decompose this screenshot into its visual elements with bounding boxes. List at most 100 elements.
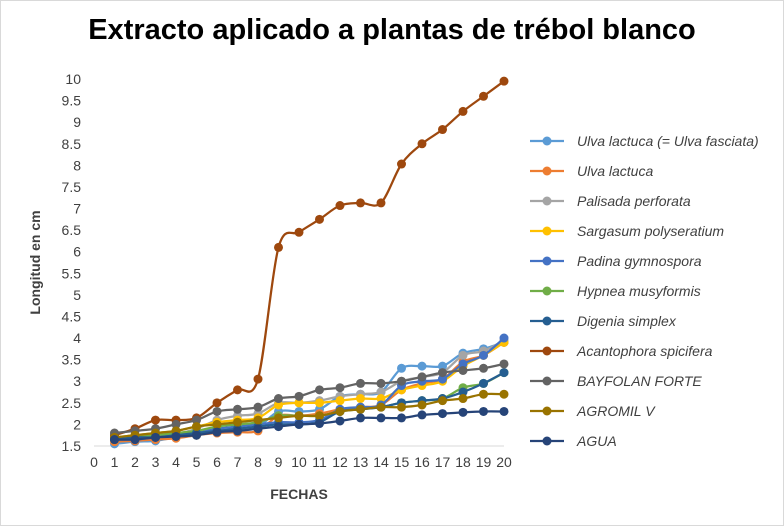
legend-label: BAYFOLAN FORTE xyxy=(577,373,702,389)
data-point xyxy=(376,387,386,397)
data-point xyxy=(294,398,304,408)
legend-label: Ulva lactuca xyxy=(577,163,653,179)
data-point xyxy=(397,363,406,373)
legend-marker xyxy=(542,166,552,176)
x-axis-title: FECHAS xyxy=(270,486,328,502)
data-point xyxy=(151,432,160,442)
data-point xyxy=(458,387,468,397)
data-point xyxy=(274,394,283,404)
data-point xyxy=(212,427,222,437)
data-point xyxy=(458,106,468,116)
data-point xyxy=(417,410,427,420)
x-tick-label: 13 xyxy=(353,454,369,470)
x-tick-label: 8 xyxy=(254,454,262,470)
y-tick-label: 1.5 xyxy=(62,438,82,454)
x-tick-label: 3 xyxy=(152,454,160,470)
data-point xyxy=(212,406,222,416)
data-point xyxy=(376,198,386,208)
legend: Ulva lactuca (= Ulva fasciata) Ulva lactu… xyxy=(530,133,759,449)
y-tick-label: 2 xyxy=(73,416,81,432)
y-tick-label: 6 xyxy=(73,244,81,260)
data-point xyxy=(335,201,345,211)
x-tick-label: 10 xyxy=(291,454,307,470)
data-point xyxy=(376,378,386,388)
y-axis-title: Longitud en cm xyxy=(27,210,43,314)
x-tick-label: 12 xyxy=(332,454,348,470)
data-point xyxy=(479,378,488,388)
legend-item: AGUA xyxy=(530,433,617,449)
x-tick-label: 4 xyxy=(172,454,180,470)
legend-label: Digenia simplex xyxy=(577,313,677,329)
data-point xyxy=(356,198,365,208)
legend-marker xyxy=(542,406,552,416)
x-tick-label: 14 xyxy=(373,454,389,470)
data-point xyxy=(499,333,509,343)
data-point xyxy=(335,416,345,426)
legend-item: Ulva lactuca xyxy=(530,163,653,179)
x-tick-label: 20 xyxy=(496,454,512,470)
y-tick-label: 7 xyxy=(73,201,81,217)
data-point xyxy=(479,363,488,373)
legend-marker xyxy=(542,346,552,356)
y-axis-ticks: 1.5 2 2.5 3 3.5 4 4.5 5 5.5 6 6.5 7 7.5 8 8.5 9 9.5 10 xyxy=(62,71,82,454)
data-point xyxy=(458,359,468,369)
data-point xyxy=(151,415,160,425)
data-point xyxy=(253,415,263,425)
x-tick-label: 1 xyxy=(111,454,119,470)
legend-label: Palisada perforata xyxy=(577,193,691,209)
legend-marker xyxy=(542,286,552,296)
series-layer xyxy=(110,76,509,449)
data-point xyxy=(212,398,222,408)
x-tick-label: 5 xyxy=(193,454,201,470)
data-point xyxy=(438,374,447,384)
y-tick-label: 3 xyxy=(73,373,81,389)
x-tick-label: 15 xyxy=(394,454,410,470)
data-point xyxy=(356,413,365,423)
y-tick-label: 5 xyxy=(73,287,81,303)
data-point xyxy=(499,359,509,369)
data-point xyxy=(397,402,406,412)
legend-label: AGROMIL V xyxy=(576,403,656,419)
legend-item: Acantophora spicifera xyxy=(530,343,713,359)
legend-marker xyxy=(542,376,552,386)
y-tick-label: 9 xyxy=(73,114,81,130)
y-tick-label: 9.5 xyxy=(62,93,82,109)
legend-label: Acantophora spicifera xyxy=(576,343,713,359)
x-tick-label: 7 xyxy=(234,454,242,470)
legend-item: Sargasum polyseratium xyxy=(530,223,724,239)
legend-item: Palisada perforata xyxy=(530,193,691,209)
data-point xyxy=(376,402,386,412)
data-point xyxy=(417,361,427,371)
data-point xyxy=(397,413,406,423)
data-point xyxy=(233,385,242,395)
data-point xyxy=(499,76,509,86)
legend-label: Sargasum polyseratium xyxy=(577,223,724,239)
data-point xyxy=(315,419,324,429)
legend-marker xyxy=(542,226,552,236)
x-tick-label: 2 xyxy=(131,454,139,470)
legend-label: AGUA xyxy=(576,433,617,449)
legend-label: Ulva lactuca (= Ulva fasciata) xyxy=(577,133,759,149)
chart-title: Extracto aplicado a plantas de trébol bl… xyxy=(88,14,696,46)
legend-item: Digenia simplex xyxy=(530,313,677,329)
data-point xyxy=(315,385,324,395)
x-tick-label: 0 xyxy=(90,454,98,470)
legend-marker xyxy=(542,136,552,146)
legend-marker xyxy=(542,436,552,446)
legend-label: Hypnea musyformis xyxy=(577,283,701,299)
data-point xyxy=(397,159,406,169)
data-point xyxy=(294,411,304,421)
x-tick-label: 17 xyxy=(435,454,451,470)
legend-item: BAYFOLAN FORTE xyxy=(530,373,702,389)
legend-item: Ulva lactuca (= Ulva fasciata) xyxy=(530,133,759,149)
data-point xyxy=(356,378,365,388)
data-point xyxy=(315,411,324,421)
data-point xyxy=(356,394,365,404)
y-tick-label: 4.5 xyxy=(62,308,82,324)
data-point xyxy=(294,419,304,429)
data-point xyxy=(171,432,181,442)
data-point xyxy=(376,394,386,404)
x-tick-label: 9 xyxy=(275,454,283,470)
x-tick-label: 6 xyxy=(213,454,221,470)
data-point xyxy=(253,424,263,434)
